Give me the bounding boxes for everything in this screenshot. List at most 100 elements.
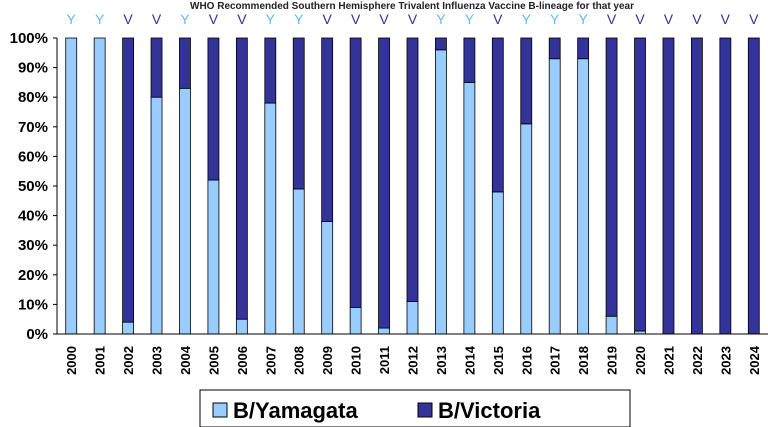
y-tick-10pct: 10% <box>18 296 48 313</box>
bar-victoria-2010 <box>349 37 362 308</box>
bar-victoria-2007 <box>264 37 277 104</box>
bar-yamagata-2002 <box>122 321 134 335</box>
y-tick-70pct: 70% <box>18 119 48 136</box>
x-tick-2018: 2018 <box>576 346 591 375</box>
lineage-marker-2005: V <box>209 11 219 27</box>
bar-yamagata-2004 <box>179 87 191 335</box>
legend-swatch-yamagata <box>212 402 228 418</box>
bar-yamagata-2003 <box>150 96 163 335</box>
bar-victoria-2020 <box>634 37 646 332</box>
lineage-marker-2019: V <box>607 11 617 27</box>
bar-victoria-2024 <box>747 37 760 335</box>
lineage-marker-2018: Y <box>578 11 588 27</box>
lineage-marker-2012: V <box>408 11 418 27</box>
bar-victoria-2016 <box>520 37 533 125</box>
lineage-marker-2006: V <box>237 11 247 27</box>
lineage-marker-2016: Y <box>522 11 532 27</box>
legend-box <box>199 389 631 427</box>
lineage-marker-2010: V <box>351 11 361 27</box>
bar-yamagata-2000 <box>65 37 78 335</box>
lineage-marker-2003: V <box>152 11 162 27</box>
y-tick-80pct: 80% <box>18 89 48 106</box>
x-tick-2001: 2001 <box>93 346 108 375</box>
bar-yamagata-2019 <box>605 315 618 335</box>
y-tick-40pct: 40% <box>18 208 48 225</box>
legend-label-yamagata: B/Yamagata <box>233 398 358 423</box>
bar-yamagata-2005 <box>207 179 220 335</box>
bar-victoria-2005 <box>207 37 220 181</box>
y-tick-30pct: 30% <box>18 237 48 254</box>
bar-victoria-2015 <box>491 37 504 193</box>
lineage-marker-2000: Y <box>67 11 77 27</box>
y-tick-100pct: 100% <box>10 30 48 47</box>
x-tick-2020: 2020 <box>633 346 648 375</box>
bar-yamagata-2010 <box>349 306 362 335</box>
chart-title: WHO Recommended Southern Hemisphere Triv… <box>190 1 634 12</box>
x-tick-2012: 2012 <box>406 346 421 375</box>
x-tick-2004: 2004 <box>178 345 193 375</box>
bar-yamagata-2011 <box>378 327 390 335</box>
y-tick-0pct: 0% <box>26 326 48 343</box>
bar-victoria-2012 <box>406 37 419 302</box>
lineage-marker-2007: Y <box>266 11 276 27</box>
x-tick-2009: 2009 <box>320 346 335 375</box>
bar-victoria-2017 <box>548 37 561 60</box>
x-tick-2007: 2007 <box>263 346 278 375</box>
lineage-marker-2013: Y <box>436 11 446 27</box>
x-tick-2010: 2010 <box>349 346 364 375</box>
legend: B/Yamagata B/Victoria <box>199 389 631 427</box>
bar-victoria-2004 <box>179 37 191 89</box>
axes <box>53 37 768 335</box>
y-tick-20pct: 20% <box>18 267 48 284</box>
bar-yamagata-2012 <box>406 301 419 335</box>
bar-victoria-2008 <box>292 37 305 190</box>
y-tick-90pct: 90% <box>18 60 48 77</box>
x-tick-2005: 2005 <box>206 346 221 375</box>
bar-victoria-2019 <box>605 37 618 317</box>
x-tick-2017: 2017 <box>548 346 563 375</box>
lineage-marker-2015: V <box>493 11 503 27</box>
x-tick-2024: 2024 <box>747 345 762 375</box>
lineage-marker-2014: Y <box>465 11 475 27</box>
bar-victoria-2013 <box>435 37 447 51</box>
bar-yamagata-2001 <box>93 37 106 335</box>
bar-victoria-2023 <box>719 37 732 335</box>
bar-victoria-2003 <box>150 37 163 98</box>
bar-victoria-2014 <box>463 37 476 83</box>
bar-victoria-2006 <box>235 37 248 320</box>
x-tick-2016: 2016 <box>519 346 534 375</box>
bars <box>65 37 760 335</box>
bar-yamagata-2006 <box>235 318 248 335</box>
bar-yamagata-2007 <box>264 102 277 335</box>
bar-yamagata-2017 <box>548 58 561 335</box>
legend-swatch-victoria <box>417 402 433 418</box>
lineage-marker-2001: Y <box>95 11 105 27</box>
x-tick-2021: 2021 <box>661 346 676 375</box>
y-tick-50pct: 50% <box>18 178 48 195</box>
x-tick-2022: 2022 <box>690 346 705 375</box>
x-tick-2002: 2002 <box>121 346 136 375</box>
x-tick-2003: 2003 <box>150 346 165 375</box>
bar-yamagata-2014 <box>463 82 476 335</box>
lineage-marker-2011: V <box>379 11 389 27</box>
x-tick-2015: 2015 <box>491 346 506 375</box>
bar-yamagata-2009 <box>321 221 334 335</box>
bar-yamagata-2008 <box>292 188 305 335</box>
lineage-marker-2023: V <box>721 11 731 27</box>
x-tick-2013: 2013 <box>434 346 449 375</box>
lineage-marker-2021: V <box>664 11 674 27</box>
lineage-marker-2008: Y <box>294 11 304 27</box>
bar-yamagata-2013 <box>435 49 447 335</box>
x-tick-2014: 2014 <box>462 345 477 375</box>
lineage-marker-2004: Y <box>180 11 190 27</box>
bar-victoria-2021 <box>662 37 675 335</box>
bar-victoria-2002 <box>122 37 134 323</box>
lineage-marker-2009: V <box>323 11 333 27</box>
bar-victoria-2018 <box>577 37 590 60</box>
lineage-marker-2020: V <box>635 11 645 27</box>
x-tick-2006: 2006 <box>235 346 250 375</box>
bar-yamagata-2016 <box>520 123 533 335</box>
lineage-marker-2024: V <box>749 11 759 27</box>
